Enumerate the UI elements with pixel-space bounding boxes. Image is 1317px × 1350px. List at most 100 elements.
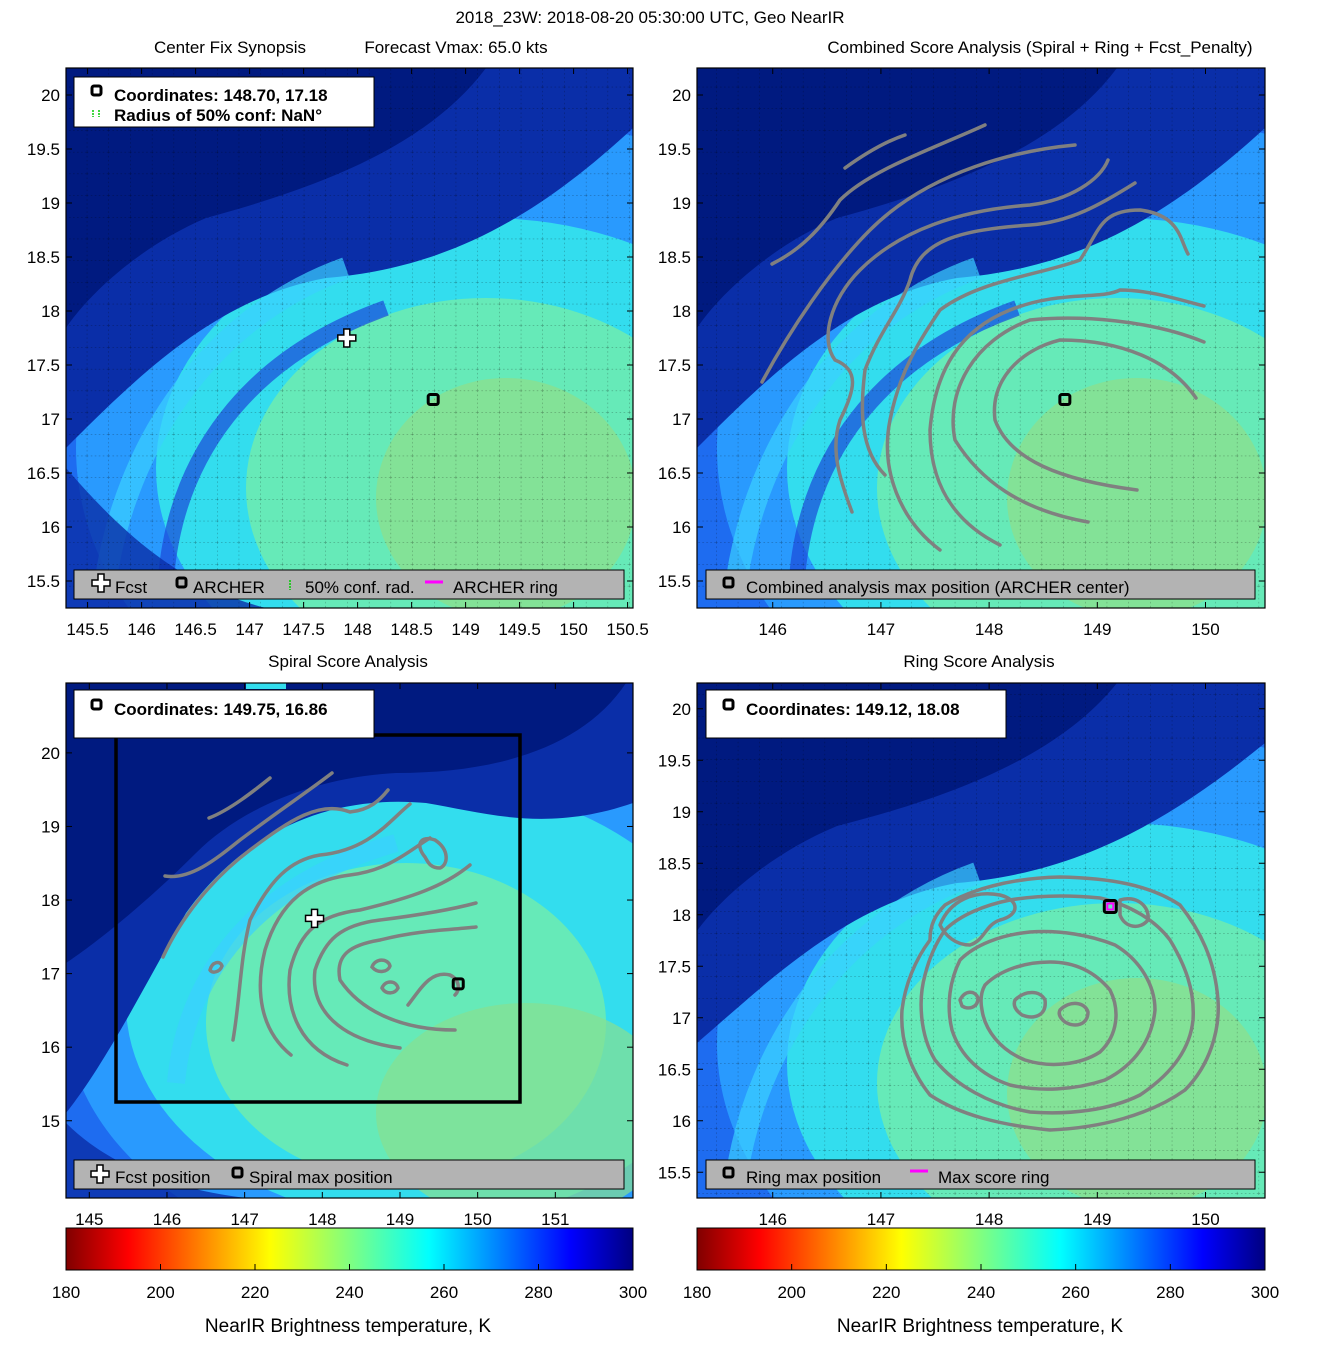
- y-tick-label: 19: [672, 803, 691, 822]
- heatmap-image: [66, 683, 633, 1198]
- x-tick-label: 146: [153, 1210, 181, 1229]
- colorbar-gradient: [65, 1227, 634, 1271]
- y-tick-label: 18: [672, 302, 691, 321]
- y-tick-label: 19.5: [658, 140, 691, 159]
- y-tick-label: 18: [41, 891, 60, 910]
- contour-lines: [760, 123, 1206, 552]
- info-coordinates: Coordinates: 148.70, 17.18: [114, 86, 328, 105]
- tick-group: 146 147 148 149 150 15.5 16 16.5 17 17.5 18 18.5 19 1…: [658, 68, 1265, 639]
- spiral-marker-icon: [90, 698, 103, 711]
- x-tick-label: 149: [1083, 620, 1111, 639]
- y-tick-label: 17: [41, 410, 60, 429]
- colorbar-tick-label: 180: [52, 1283, 80, 1302]
- marker-group: [337, 328, 440, 407]
- info-radius: Radius of 50% conf: NaN°: [114, 106, 322, 125]
- colorbar-tick-label: 220: [872, 1283, 900, 1302]
- colorbar-tick-label: 240: [967, 1283, 995, 1302]
- legend-spiral: Spiral max position: [249, 1168, 393, 1187]
- colorbar-tick-label: 240: [335, 1283, 363, 1302]
- x-tick-label: 147: [867, 1210, 895, 1229]
- colorbar-right: 180 200 220 240 260 280 300 NearIR Brightness …: [683, 1227, 1279, 1337]
- x-tick-label: 146: [759, 620, 787, 639]
- ring-legend-icon: [722, 1166, 735, 1179]
- y-tick-label: 15.5: [27, 572, 60, 591]
- x-tick-label: 147: [230, 1210, 258, 1229]
- legend-combined: Combined analysis max position (ARCHER c…: [746, 578, 1130, 597]
- x-tick-label: 148.5: [390, 620, 433, 639]
- fcst-legend-icon: [90, 1164, 110, 1184]
- panel-title: Spiral Score Analysis: [268, 652, 428, 671]
- fcst-marker: [304, 908, 325, 929]
- y-tick-label: 20: [41, 744, 60, 763]
- max-position-marker: [451, 977, 465, 991]
- legend-max-score-ring: Max score ring: [938, 1168, 1049, 1187]
- colorbar-tick-label: 280: [524, 1283, 552, 1302]
- colorbar-label: NearIR Brightness temperature, K: [837, 1316, 1124, 1337]
- colorbar-tick-label: 260: [1061, 1283, 1089, 1302]
- legend: Ring max position Max score ring: [705, 1159, 1256, 1190]
- legend-ring: ARCHER ring: [453, 578, 558, 597]
- legend: Fcst ARCHER 50% conf. rad. ARCHER ring: [73, 569, 625, 600]
- panel-ring: Ring Score Analysis 146 147 148 149 15015.51…: [658, 652, 1266, 1229]
- x-tick-label: 146: [127, 620, 155, 639]
- plot-frame: [696, 682, 1266, 1199]
- y-tick-label: 19: [41, 194, 60, 213]
- x-tick-label: 149: [386, 1210, 414, 1229]
- fcst-legend-icon: [91, 573, 111, 593]
- y-tick-label: 16.5: [658, 464, 691, 483]
- y-tick-label: 17.5: [658, 957, 691, 976]
- fcst-marker: [337, 328, 357, 348]
- tick-group: 145 146 147 148 149 150 151 15 16 17 18 19 20: [41, 683, 633, 1229]
- archer-legend-icon: [722, 576, 735, 589]
- legend-archer: ARCHER: [193, 578, 265, 597]
- x-tick-label: 151: [541, 1210, 569, 1229]
- y-tick-label: 19: [41, 817, 60, 836]
- colorbar-tick-label: 300: [1251, 1283, 1279, 1302]
- spiral-legend-icon: [231, 1166, 244, 1179]
- y-tick-label: 18.5: [658, 248, 691, 267]
- x-tick-label: 148: [975, 1210, 1003, 1229]
- panel-spiral: Spiral Score Analysis: [41, 652, 634, 1229]
- max-position-marker: [426, 393, 440, 407]
- x-tick-label: 147: [235, 620, 263, 639]
- y-tick-label: 16.5: [658, 1060, 691, 1079]
- panel-title: Center Fix Synopsis: [154, 38, 306, 57]
- info-box: Coordinates: 148.70, 17.18 Radius of 50%…: [73, 76, 375, 128]
- x-tick-label: 149.5: [498, 620, 541, 639]
- plot-frame: [65, 682, 634, 1199]
- colorbar-tick-label: 220: [241, 1283, 269, 1302]
- y-tick-label: 19.5: [27, 140, 60, 159]
- archer-legend-icon: [175, 576, 188, 589]
- colorbar-tick-label: 200: [777, 1283, 805, 1302]
- panel-title: Combined Score Analysis (Spiral + Ring +…: [827, 38, 1252, 57]
- max-position-marker: [1058, 393, 1072, 407]
- y-tick-label: 17: [41, 965, 60, 984]
- y-tick-label: 18: [672, 906, 691, 925]
- marker-group: [1102, 899, 1118, 915]
- info-box: Coordinates: 149.12, 18.08: [705, 689, 1007, 739]
- x-tick-label: 147.5: [282, 620, 325, 639]
- colorbar-tick-label: 260: [430, 1283, 458, 1302]
- legend: Combined analysis max position (ARCHER c…: [705, 569, 1256, 600]
- y-tick-label: 17.5: [27, 356, 60, 375]
- y-tick-label: 18.5: [27, 248, 60, 267]
- plot-frame: [696, 67, 1266, 609]
- legend-fcst: Fcst: [115, 578, 147, 597]
- contour-lines: [900, 875, 1220, 1132]
- y-tick-label: 18.5: [658, 854, 691, 873]
- x-tick-label: 150: [463, 1210, 491, 1229]
- colorbar-tick-label: 200: [146, 1283, 174, 1302]
- plot-frame: [65, 67, 634, 609]
- x-tick-label: 146.5: [174, 620, 217, 639]
- y-tick-label: 15.5: [658, 572, 691, 591]
- panel-combined: Combined Score Analysis (Spiral + Ring +…: [658, 38, 1266, 639]
- tick-group: 146 147 148 149 150 15.5 16 16.5 17 17.5 18 18.5 19 1…: [658, 683, 1265, 1229]
- panel-title: Ring Score Analysis: [903, 652, 1054, 671]
- x-tick-label: 149: [451, 620, 479, 639]
- legend: Fcst position Spiral max position: [73, 1159, 625, 1190]
- x-tick-label: 150.5: [606, 620, 649, 639]
- info-coordinates: Coordinates: 149.12, 18.08: [746, 700, 960, 719]
- y-tick-label: 17: [672, 1009, 691, 1028]
- colorbar-left: 180 200 220 240 260 280 300 NearIR Brightness …: [52, 1227, 647, 1337]
